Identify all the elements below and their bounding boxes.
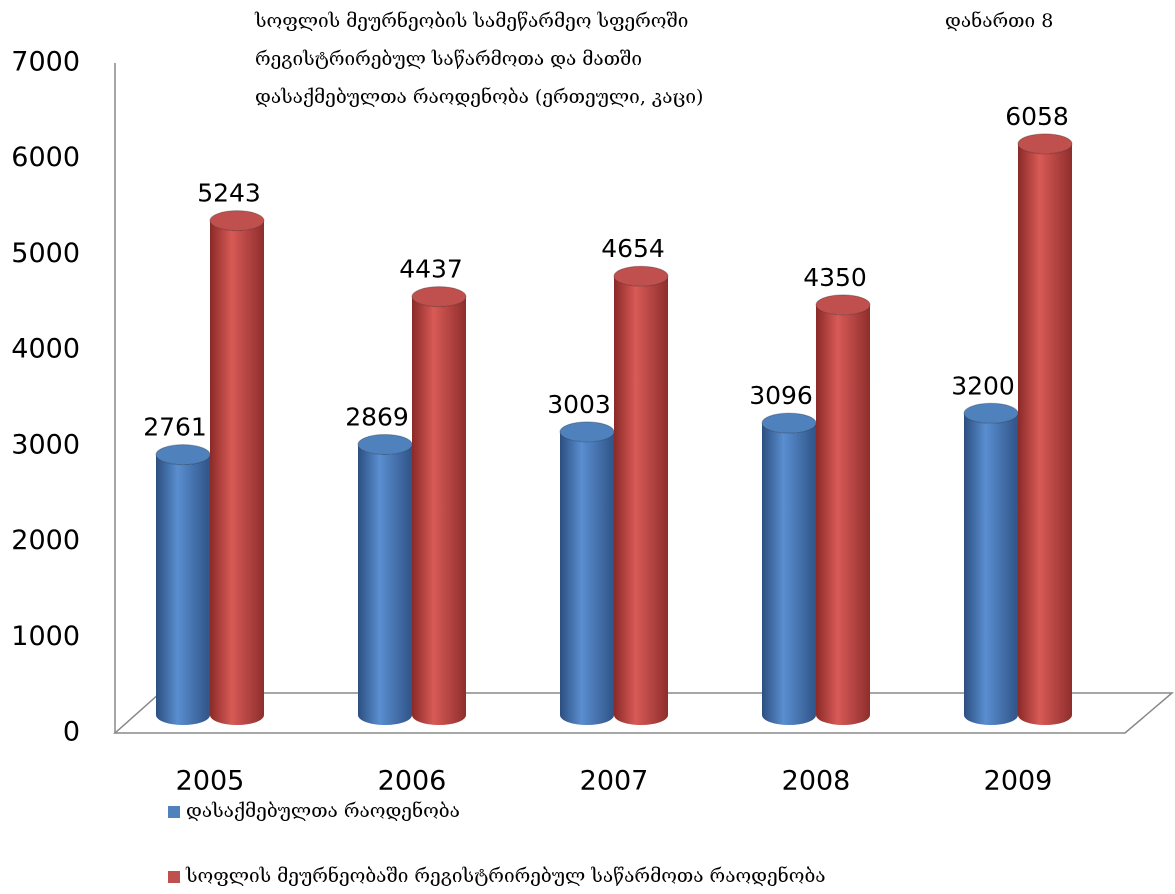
x-tick-label: 2009 [984, 766, 1053, 797]
bar [358, 444, 412, 725]
legend-swatch [168, 806, 180, 818]
title-line: სოფლის მეურნეობის სამეწარმეო სფეროში [254, 10, 688, 32]
legend-swatch [168, 871, 180, 883]
value-label: 5243 [197, 179, 261, 208]
bar-top [411, 286, 467, 308]
annotation: დანართი 8 [945, 10, 1053, 32]
value-label: 4350 [803, 263, 867, 292]
bar [210, 220, 264, 725]
value-label: 3096 [749, 381, 813, 410]
bar [412, 296, 466, 725]
title-line: რეგისტრირებულ საწარმოთა და მათში [255, 48, 642, 70]
bar-top [209, 210, 265, 232]
value-label: 6058 [1005, 102, 1069, 131]
x-tick-label: 2006 [378, 766, 447, 797]
value-label: 3003 [547, 390, 611, 419]
title-line: დასაქმებულთა რაოდენობა (ერთეული, კაცი) [255, 86, 703, 108]
bar-top [559, 421, 615, 443]
value-label: 2761 [143, 413, 207, 442]
y-tick-label: 2000 [11, 525, 80, 556]
legend-label: დასაქმებულთა რაოდენობა [186, 800, 460, 822]
x-tick-label: 2008 [782, 766, 851, 797]
x-tick-label: 2005 [176, 766, 245, 797]
bar [762, 423, 816, 725]
bar [1018, 143, 1072, 725]
y-tick-label: 6000 [11, 142, 80, 173]
y-tick-label: 1000 [11, 621, 80, 652]
value-label: 4437 [399, 255, 463, 284]
bar-top [155, 444, 211, 466]
y-tick-label: 5000 [11, 238, 80, 269]
bar [816, 304, 870, 725]
x-tick-label: 2007 [580, 766, 649, 797]
y-tick-label: 7000 [11, 47, 80, 78]
value-label: 3200 [951, 371, 1015, 400]
bar-top [963, 402, 1019, 424]
bar-top [613, 265, 669, 287]
bar-top [357, 433, 413, 455]
floor [113, 692, 1175, 734]
value-label: 2869 [345, 402, 409, 431]
bar [614, 276, 668, 725]
bar [156, 454, 210, 725]
bar [560, 431, 614, 725]
y-tick-label: 3000 [11, 429, 80, 460]
value-label: 4654 [601, 234, 665, 263]
bar-top [761, 412, 817, 434]
bar-top [1017, 133, 1073, 155]
bar-top [815, 294, 871, 316]
bar [964, 413, 1018, 725]
y-tick-label: 0 [63, 717, 80, 748]
y-tick-label: 4000 [11, 334, 80, 365]
legend-label: სოფლის მეურნეობაში რეგისტრირებულ საწარმო… [185, 865, 826, 887]
